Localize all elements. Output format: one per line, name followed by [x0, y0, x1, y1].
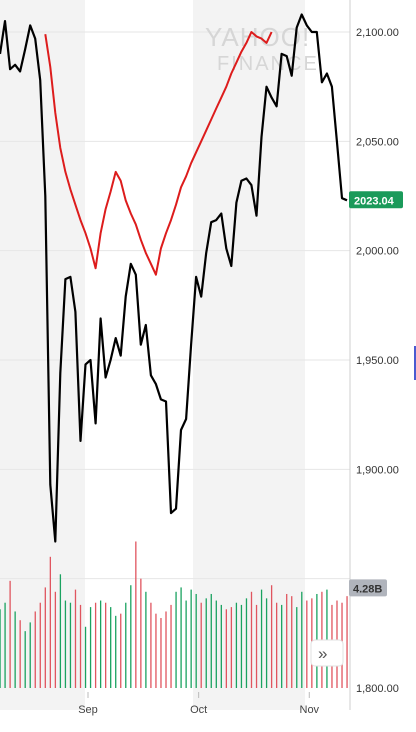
volume-badge-bg [349, 579, 387, 597]
y-tick-label: 2,050.00 [356, 136, 399, 148]
volume-bar [150, 602, 152, 688]
volume-bar [69, 602, 72, 688]
volume-bar [4, 602, 6, 688]
volume-bar [270, 585, 273, 688]
volume-bar [94, 602, 97, 688]
price-line [0, 13, 348, 543]
volume-bar [59, 574, 62, 688]
volume-bar [296, 607, 298, 688]
volume-bar [200, 602, 202, 688]
volume-bar [160, 618, 162, 688]
volume-badge-text: 4.28B [353, 583, 382, 595]
y-tick-label: 2,000.00 [356, 246, 399, 258]
month-band-aug [0, 0, 85, 710]
volume-bar [29, 622, 31, 688]
y-tick-label: 2,100.00 [356, 27, 399, 39]
volume-bar [165, 611, 167, 688]
volume-bar [235, 602, 238, 688]
volume-bar [14, 611, 16, 688]
scroll-forward-button[interactable]: » [310, 639, 344, 667]
volume-bar [230, 607, 233, 688]
volume-bar [115, 615, 117, 688]
last-price-badge-bg [349, 191, 403, 209]
scroll-forward-button-bg[interactable] [310, 639, 344, 667]
volume-bar [215, 600, 217, 688]
volume-bar [260, 589, 263, 688]
volume-bar [225, 609, 228, 688]
volume-bar [220, 604, 222, 688]
x-tick-label: Nov [300, 704, 320, 716]
last-price-badge-text: 2023.04 [354, 195, 395, 207]
y-tick-label: 1,800.00 [356, 683, 399, 695]
volume-bar [286, 593, 288, 688]
volume-bar [140, 578, 142, 688]
volume-bar [265, 598, 268, 688]
month-band-oct [193, 0, 305, 710]
volume-bar [250, 591, 253, 688]
y-tick-label: 1,900.00 [356, 464, 399, 476]
volume-bar [0, 609, 1, 688]
volume-bar [135, 541, 137, 688]
volume-bars [0, 541, 348, 688]
volume-bar [19, 620, 21, 688]
volume-bar [301, 591, 303, 688]
volume-bar [346, 596, 348, 688]
x-axis-ticks: Sep Oct Nov [78, 692, 320, 716]
volume-bar [291, 596, 293, 688]
volume-bar [175, 591, 177, 688]
y-axis-ticks: 2,100.00 2,050.00 2,000.00 1,950.00 1,900.00… [356, 27, 399, 695]
volume-bar [205, 598, 207, 688]
scroll-forward-icon[interactable]: » [318, 644, 327, 663]
volume-bar [190, 589, 192, 688]
volume-bar [24, 631, 26, 688]
volume-bar [74, 589, 77, 688]
volume-bar [105, 602, 107, 688]
volume-bar [180, 587, 182, 688]
edge-indicator [414, 346, 416, 380]
volume-bar [275, 602, 278, 688]
volume-bar [255, 604, 258, 688]
volume-bar [130, 585, 132, 688]
volume-bar [79, 604, 82, 688]
moving-average-line [44, 31, 273, 276]
volume-bar [145, 591, 147, 688]
x-tick-label: Sep [78, 704, 98, 716]
volume-bar [326, 589, 328, 688]
volume-bar [34, 611, 36, 688]
volume-bar [49, 556, 51, 688]
volume-bar [195, 593, 197, 688]
volume-bar [9, 580, 11, 688]
volume-bar [210, 593, 212, 688]
volume-bar [155, 613, 157, 688]
volume-badge: 4.28B [349, 579, 387, 597]
volume-bar [99, 600, 102, 688]
last-price-badge: 2023.04 [349, 191, 403, 209]
volume-bar [125, 602, 127, 688]
volume-bar [281, 604, 283, 688]
volume-bar [110, 607, 112, 688]
volume-bar [54, 591, 57, 688]
volume-bar [44, 587, 46, 688]
x-tick-label: Oct [190, 704, 207, 716]
volume-bar [240, 604, 243, 688]
y-tick-label: 1,950.00 [356, 355, 399, 367]
volume-bar [245, 598, 248, 688]
volume-bar [64, 600, 67, 688]
volume-bar [84, 626, 87, 688]
volume-bar [39, 602, 41, 688]
volume-bar [120, 613, 122, 688]
volume-bar [306, 600, 308, 688]
volume-bar [89, 607, 92, 688]
volume-bar [185, 600, 187, 688]
volume-bar [170, 604, 172, 688]
